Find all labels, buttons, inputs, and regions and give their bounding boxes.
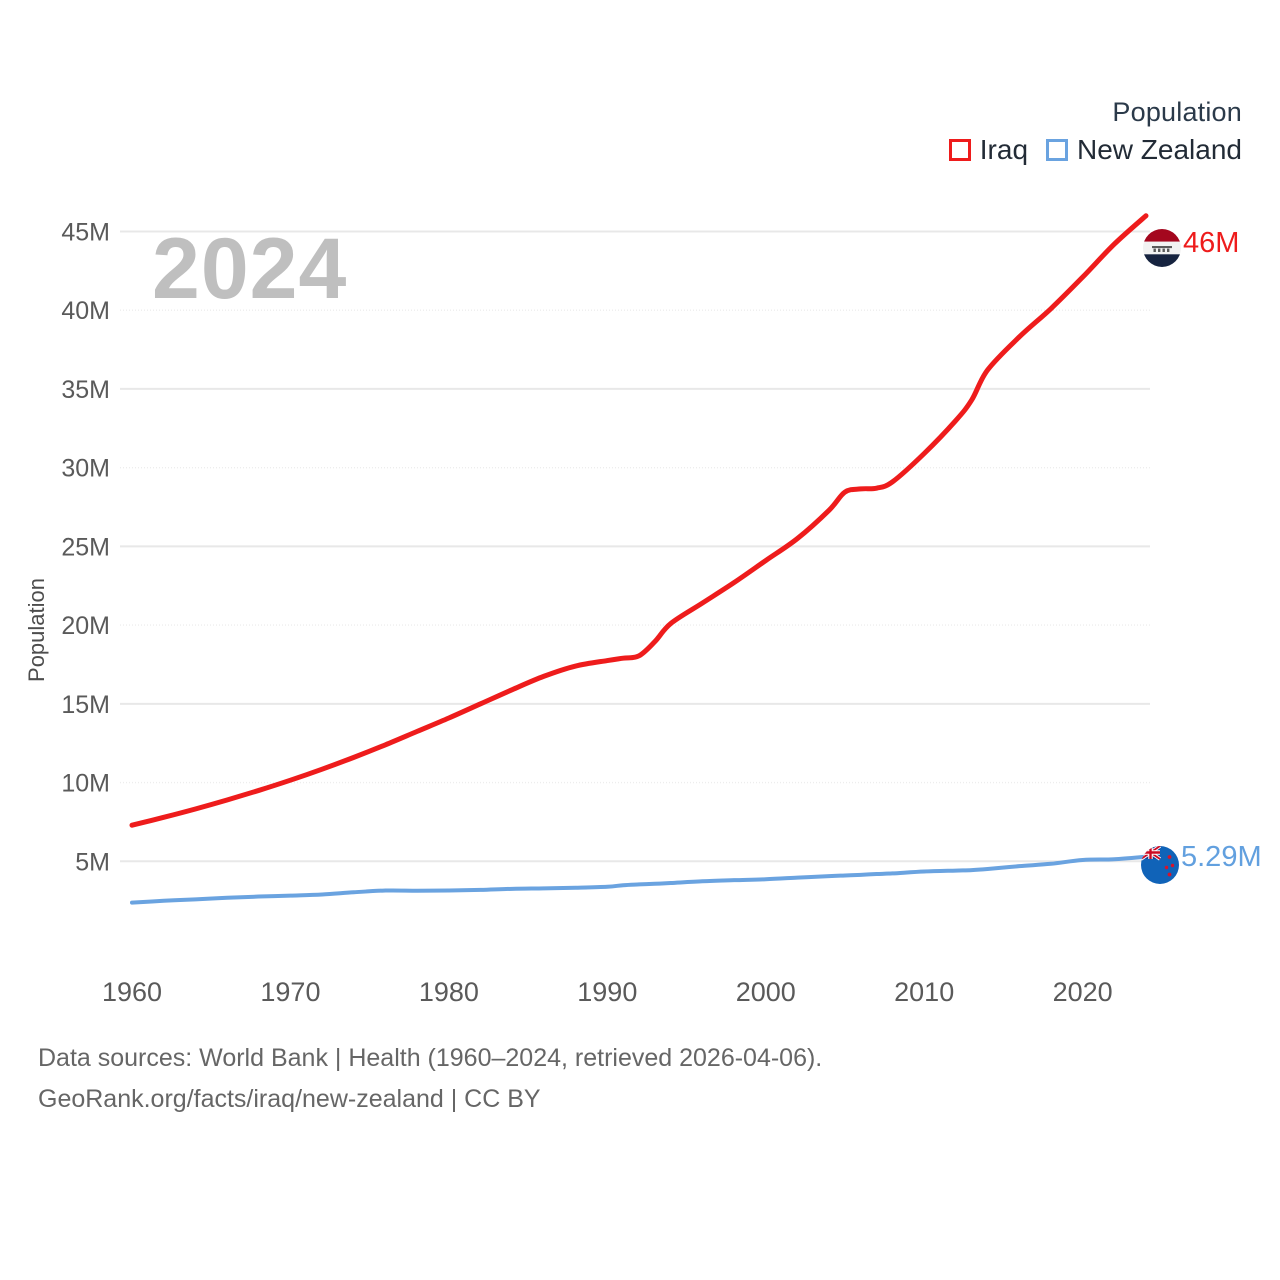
x-axis-tick-label: 2000 xyxy=(736,977,796,1007)
y-axis-tick-label: 25M xyxy=(61,533,110,561)
chart-legend: Population Iraq New Zealand xyxy=(948,97,1242,165)
legend-item-new-zealand[interactable]: New Zealand xyxy=(1046,133,1242,165)
legend-label-iraq: Iraq xyxy=(979,133,1029,165)
y-axis-tick-label: 45M xyxy=(61,218,110,246)
x-axis-tick-label: 1980 xyxy=(419,977,479,1007)
footer-line-2: GeoRank.org/facts/iraq/new-zealand | CC … xyxy=(38,1085,541,1114)
footer-attribution: Data sources: World Bank | Health (1960–… xyxy=(38,1038,822,1121)
gridlines xyxy=(120,230,1150,863)
y-axis-tick-label: 40M xyxy=(61,297,110,325)
y-axis-tick-label: 35M xyxy=(61,376,110,404)
series-line-new-zealand[interactable] xyxy=(130,854,1148,905)
iraq-flag-icon xyxy=(1143,229,1181,267)
x-axis-tick-label: 2020 xyxy=(1053,977,1113,1007)
legend-swatch-new-zealand xyxy=(1046,138,1069,161)
legend-title: Population xyxy=(1112,97,1242,127)
y-axis-tick-label: 20M xyxy=(61,612,110,640)
new-zealand-end-value-label: 5.29M xyxy=(1181,841,1262,873)
legend-label-new-zealand: New Zealand xyxy=(1077,133,1242,165)
x-axis-tick-label: 1990 xyxy=(577,977,637,1007)
series-lines xyxy=(129,213,1149,905)
y-axis-tick-label: 30M xyxy=(61,455,110,483)
x-axis-tick-labels: 1960 1970 1980 1990 2000 2010 2020 xyxy=(102,977,1113,1007)
footer-line-1: Data sources: World Bank | Health (1960–… xyxy=(38,1044,823,1072)
y-axis-tick-labels: 5M 10M 15M 20M 25M 30M 35M 40M 45M xyxy=(61,218,110,876)
legend-swatch-iraq xyxy=(948,138,971,161)
series-line-iraq[interactable] xyxy=(129,213,1149,828)
legend-item-iraq[interactable]: Iraq xyxy=(948,133,1029,165)
y-axis-tick-label: 15M xyxy=(61,691,110,719)
x-axis-tick-label: 1970 xyxy=(260,977,320,1007)
year-watermark: 2024 xyxy=(152,221,348,317)
legend-items: Iraq New Zealand xyxy=(948,133,1242,165)
iraq-end-value-label: 46M xyxy=(1183,227,1240,259)
new-zealand-flag-icon xyxy=(1141,846,1179,884)
new-zealand-flag-svg xyxy=(1141,846,1179,884)
x-axis-tick-label: 1960 xyxy=(102,977,162,1007)
y-axis-tick-label: 5M xyxy=(75,848,110,876)
x-axis-tick-label: 2010 xyxy=(894,977,954,1007)
y-axis-title: Population xyxy=(24,578,49,682)
y-axis-tick-label: 10M xyxy=(61,770,110,798)
iraq-flag-svg xyxy=(1143,229,1181,267)
